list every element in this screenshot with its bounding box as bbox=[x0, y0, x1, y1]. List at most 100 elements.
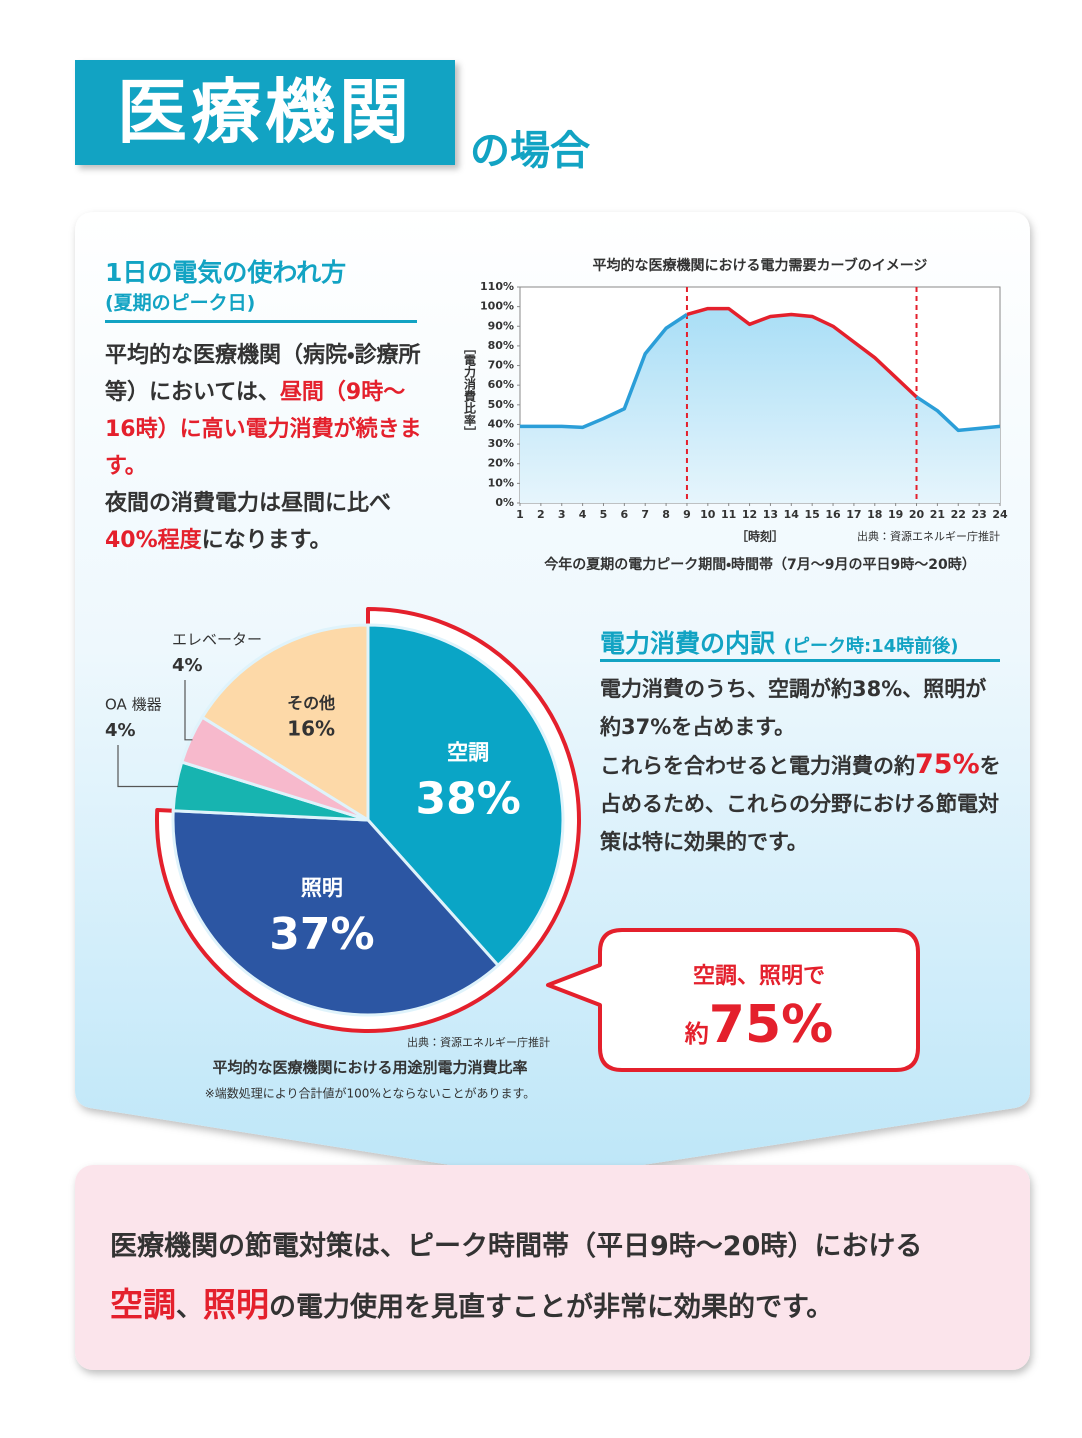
callout-figure: 約75% bbox=[600, 995, 918, 1055]
title: 医療機関 bbox=[75, 60, 455, 165]
slice-value: 16% bbox=[287, 716, 335, 740]
x-tick-label: 20 bbox=[909, 508, 925, 521]
breakdown-text: 電力消費のうち、空調が約38%、照明が約37%を占めます。 これらを合わせると電… bbox=[600, 670, 1005, 861]
y-axis-label: ［電力消費比率］ bbox=[463, 342, 477, 438]
leader-line bbox=[184, 680, 193, 741]
x-tick-label: 16 bbox=[825, 508, 841, 521]
x-tick-label: 23 bbox=[971, 508, 986, 521]
x-tick-label: 3 bbox=[558, 508, 566, 521]
paragraph: 電力消費のうち、空調が約38%、照明が約37%を占めます。 bbox=[600, 670, 1005, 746]
rule bbox=[600, 659, 1000, 662]
text: 夜間の消費電力は昼間に比べ bbox=[105, 491, 392, 516]
slice-label: 照明 bbox=[301, 876, 343, 900]
y-tick-label: 30% bbox=[488, 437, 514, 450]
slice-value: 37% bbox=[269, 909, 374, 960]
x-tick-label: 13 bbox=[763, 508, 778, 521]
pie-slice bbox=[171, 809, 501, 1017]
y-tick-label: 0% bbox=[495, 496, 514, 509]
pie-note: ※端数処理により合計値が100%とならないことがあります。 bbox=[205, 1086, 536, 1101]
paragraph: 夜間の消費電力は昼間に比べ 40%程度になります。 bbox=[105, 485, 423, 559]
pie-caption: 平均的な医療機関における用途別電力消費比率 bbox=[212, 1059, 527, 1077]
pie-slice bbox=[200, 623, 370, 823]
x-tick-label: 8 bbox=[662, 508, 670, 521]
line-chart: 平均的な医療機関における電力需要カーブのイメージ ［電力消費比率］ ［時刻］ 出… bbox=[463, 257, 1008, 573]
section-subheading: (ピーク時:14時前後) bbox=[783, 636, 959, 657]
area bbox=[520, 308, 1000, 503]
callout-value: 75% bbox=[708, 995, 834, 1055]
x-tick-label: 10 bbox=[700, 508, 716, 521]
x-tick-label: 24 bbox=[992, 508, 1008, 521]
rule bbox=[105, 320, 417, 323]
text: を占めるため、これらの分野における節電対策は特に効果的です。 bbox=[600, 754, 1001, 854]
text: 、 bbox=[176, 1292, 203, 1323]
y-tick-label: 90% bbox=[488, 319, 514, 332]
x-tick-label: 19 bbox=[888, 508, 903, 521]
x-tick-label: 9 bbox=[683, 508, 691, 521]
chart-title: 平均的な医療機関における電力需要カーブのイメージ bbox=[593, 257, 928, 274]
paragraph: 平均的な医療機関（病院・診療所等）においては、昼間（9時〜16時）に高い電力消費… bbox=[105, 337, 423, 485]
callout-box bbox=[546, 928, 920, 1072]
y-tick-label: 50% bbox=[488, 398, 514, 411]
y-tick-label: 110% bbox=[480, 280, 514, 293]
conclusion-line: 空調、照明の電力使用を見直すことが非常に効果的です。 bbox=[110, 1276, 1010, 1337]
x-tick-label: 7 bbox=[641, 508, 649, 521]
y-tick-label: 60% bbox=[488, 378, 514, 391]
slice-label: エレベーター bbox=[172, 631, 262, 649]
x-tick-label: 21 bbox=[930, 508, 945, 521]
slice-value: 4% bbox=[172, 655, 203, 676]
x-tick-label: 2 bbox=[537, 508, 545, 521]
y-tick-label: 80% bbox=[488, 339, 514, 352]
section-heading: 電力消費の内訳 (ピーク時:14時前後) bbox=[600, 624, 958, 660]
y-tick-label: 70% bbox=[488, 359, 514, 372]
x-tick-label: 14 bbox=[784, 508, 800, 521]
x-tick-label: 17 bbox=[846, 508, 861, 521]
x-tick-label: 5 bbox=[600, 508, 608, 521]
callout-prefix: 約 bbox=[684, 1020, 709, 1048]
pie-chart: 空調 38% 照明 37% OA 機器 4% エレベーター 4% その他 16% bbox=[105, 607, 581, 1033]
slice-label: 空調 bbox=[447, 741, 489, 765]
x-tick-label: 11 bbox=[721, 508, 736, 521]
line bbox=[915, 395, 1001, 433]
text: の電力使用を見直すことが非常に効果的です。 bbox=[269, 1292, 834, 1323]
paragraph: これらを合わせると電力消費の約75%を占めるため、これらの分野における節電対策は… bbox=[600, 746, 1005, 861]
x-tick-label: 12 bbox=[742, 508, 757, 521]
x-tick-label: 1 bbox=[516, 508, 524, 521]
conclusion-box bbox=[75, 1165, 1030, 1370]
highlight-text: 照明 bbox=[203, 1285, 269, 1324]
text: になります。 bbox=[201, 528, 332, 553]
conclusion: 医療機関の節電対策は、ピーク時間帯（平日9時〜20時）における 空調、照明の電力… bbox=[110, 1218, 1010, 1337]
pie-source: 出典：資源エネルギー庁推計 bbox=[407, 1035, 550, 1049]
chart-source: 出典：資源エネルギー庁推計 bbox=[857, 529, 1000, 543]
pie-slice bbox=[366, 623, 565, 968]
highlight-text: 空調 bbox=[110, 1285, 176, 1324]
text: これらを合わせると電力消費の約 bbox=[600, 754, 915, 778]
highlight-text: 昼間（9時〜16時）に高い電力消費が続きます。 bbox=[105, 380, 422, 479]
text: 平均的な医療機関（病院・診療所等）においては、 bbox=[105, 343, 421, 405]
slice-label: その他 bbox=[287, 693, 335, 712]
x-axis-label: ［時刻］ bbox=[736, 529, 784, 544]
line bbox=[686, 306, 918, 399]
y-tick-label: 10% bbox=[488, 476, 514, 489]
x-tick-label: 22 bbox=[951, 508, 966, 521]
conclusion-line: 医療機関の節電対策は、ピーク時間帯（平日9時〜20時）における bbox=[110, 1218, 1010, 1276]
callout-text: 空調、照明で bbox=[692, 964, 825, 989]
y-tick-label: 20% bbox=[488, 457, 514, 470]
y-tick-label: 100% bbox=[480, 300, 514, 313]
x-tick-label: 4 bbox=[579, 508, 587, 521]
chart-caption: 今年の夏期の電力ピーク期間・時間帯（7月〜9月の平日9時〜20時） bbox=[544, 556, 975, 573]
section-subheading: (夏期のピーク日) bbox=[105, 292, 256, 314]
slice-label: OA 機器 bbox=[105, 696, 162, 714]
line bbox=[520, 313, 688, 430]
slice-value: 4% bbox=[105, 720, 136, 741]
title-suffix: の場合 bbox=[470, 128, 590, 174]
x-tick-label: 6 bbox=[621, 508, 629, 521]
x-tick-label: 18 bbox=[867, 508, 882, 521]
x-tick-label: 15 bbox=[805, 508, 820, 521]
text: 電力消費のうち、空調が約38%、照明が約37%を占めます。 bbox=[600, 677, 987, 739]
heading-text: 電力消費の内訳 bbox=[600, 629, 776, 658]
y-tick-label: 40% bbox=[488, 417, 514, 430]
slice-value: 38% bbox=[416, 774, 521, 825]
text: 医療機関の節電対策は、ピーク時間帯（平日9時〜20時）における bbox=[110, 1231, 923, 1262]
leader-line bbox=[117, 745, 178, 788]
